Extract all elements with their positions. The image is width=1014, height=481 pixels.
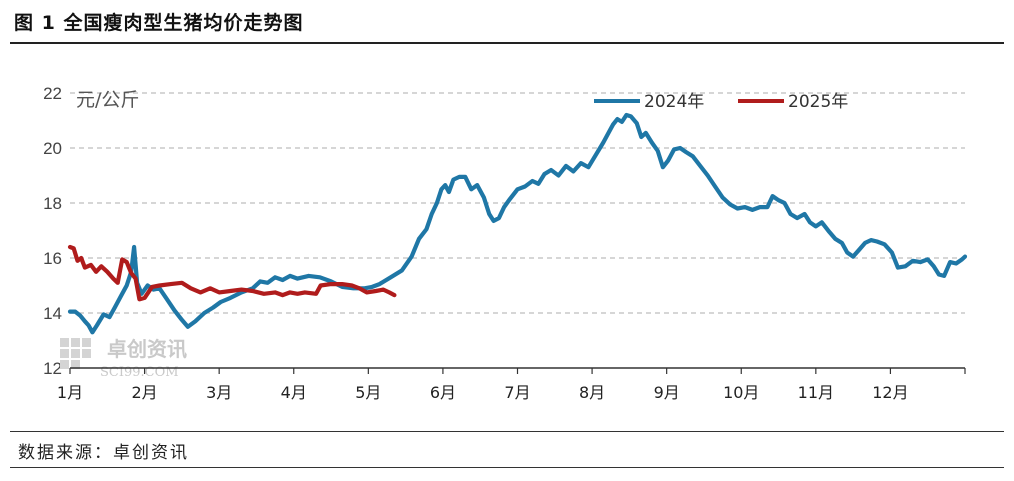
x-tick-label: 5月 — [355, 383, 381, 402]
y-tick-label: 12 — [43, 359, 62, 378]
legend: 2024年 2025年 — [594, 92, 848, 112]
y-tick-labels: 12 14 16 18 20 22 — [43, 84, 62, 378]
series-lines — [67, 112, 968, 335]
x-tick-label: 1月 — [57, 383, 83, 402]
series-line-2025 — [67, 244, 397, 302]
x-tick-label: 6月 — [430, 383, 456, 402]
x-tick-label: 7月 — [504, 383, 530, 402]
x-tick-label: 11月 — [798, 383, 834, 402]
y-tick-label: 14 — [43, 304, 62, 323]
figure-title: 图 1 全国瘦肉型生猪均价走势图 — [14, 12, 304, 34]
series-line-2024 — [67, 112, 968, 335]
legend-label-2025: 2025年 — [788, 92, 848, 112]
unit-label: 元/公斤 — [76, 89, 139, 111]
watermark-cn: 卓创资讯 — [107, 337, 187, 361]
x-tick-label: 8月 — [579, 383, 605, 402]
top-rule — [10, 42, 1004, 44]
legend-label-2024: 2024年 — [644, 92, 704, 112]
y-tick-label: 16 — [43, 249, 62, 268]
grid-lines — [70, 92, 965, 314]
y-tick-label: 22 — [43, 84, 62, 103]
watermark: 卓创资讯 SCI99.COM — [60, 337, 187, 380]
x-tick-label: 3月 — [206, 383, 232, 402]
bottom-rule — [10, 467, 1004, 468]
x-axis: 1月 2月 3月 4月 5月 6月 7月 8月 9月 10月 11月 12月 — [57, 367, 966, 402]
x-tick-label: 12月 — [872, 383, 908, 402]
x-tick-label: 10月 — [723, 383, 759, 402]
x-tick-label: 2月 — [131, 383, 157, 402]
price-trend-chart: 12 14 16 18 20 22 元/公斤 卓创资讯 SCI99.COM 1月 2月 3月 4… — [43, 84, 968, 402]
watermark-logo-icon — [60, 338, 91, 369]
y-tick-label: 20 — [43, 139, 62, 158]
x-tick-label: 9月 — [654, 383, 680, 402]
source-top-rule — [10, 431, 1004, 432]
x-tick-label: 4月 — [281, 383, 307, 402]
y-tick-label: 18 — [43, 194, 62, 213]
source-note: 数据来源：卓创资讯 — [18, 443, 189, 463]
